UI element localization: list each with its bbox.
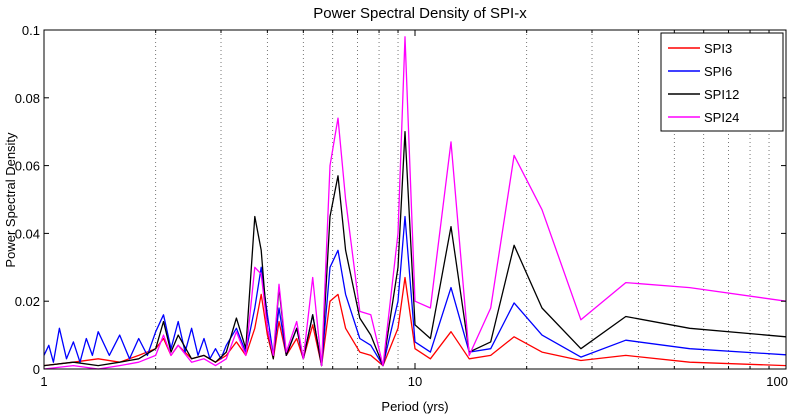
legend-label-spi6: SPI6 [704, 64, 732, 79]
y-tick-label: 0.04 [15, 226, 40, 241]
y-tick-label: 0 [33, 362, 40, 377]
series-line-spi6 [43, 215, 787, 367]
series-line-spi24 [43, 36, 787, 370]
y-tick-label: 0.1 [22, 23, 40, 38]
legend-box [660, 32, 784, 132]
legend-label-spi12: SPI12 [704, 87, 739, 102]
legend: SPI3 SPI6 SPI12 SPI24 [660, 32, 784, 132]
y-tick-label: 0.08 [15, 91, 40, 106]
y-tick-label: 0.06 [15, 159, 40, 174]
x-tick-label: 10 [408, 374, 422, 389]
legend-label-spi24: SPI24 [704, 110, 739, 125]
y-axis-label: Power Spectral Density [3, 132, 18, 268]
x-tick-label: 1 [40, 374, 47, 389]
chart-title: Power Spectral Density of SPI-x [313, 5, 527, 22]
x-axis-label: Period (yrs) [381, 399, 448, 414]
axis-ticks: 0 0.02 0.04 0.06 0.08 0.1 1 10 100 [15, 23, 788, 389]
y-tick-label: 0.02 [15, 294, 40, 309]
plot-lines [43, 36, 787, 370]
legend-label-spi3: SPI3 [704, 41, 732, 56]
x-tick-label: 100 [766, 374, 788, 389]
